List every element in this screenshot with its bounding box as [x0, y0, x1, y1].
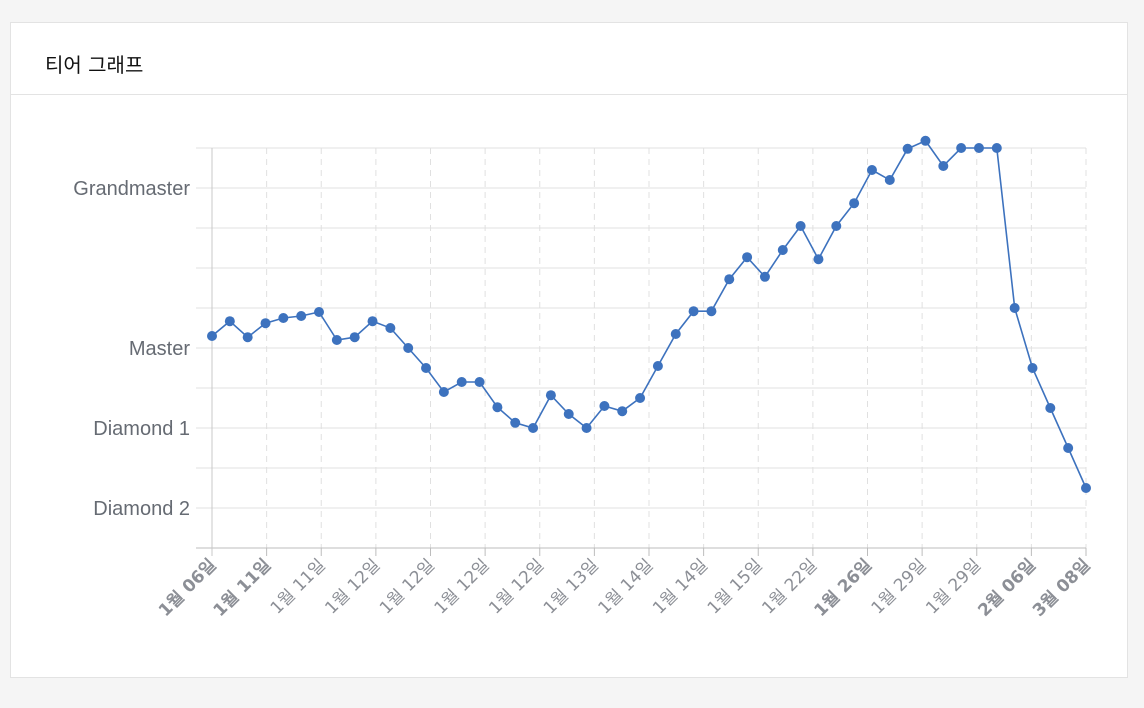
tier-graph-card: 티어 그래프 — [10, 22, 1128, 678]
x-tick-label: 1월 11일 — [267, 555, 330, 618]
x-tick-label: 1월 12일 — [431, 555, 494, 618]
data-point[interactable] — [1027, 363, 1038, 373]
data-point[interactable] — [474, 377, 485, 387]
data-point[interactable] — [956, 143, 967, 153]
data-point[interactable] — [920, 135, 931, 146]
data-point[interactable] — [849, 198, 860, 209]
data-point[interactable] — [296, 311, 307, 321]
y-tick-label: Grandmaster — [73, 178, 190, 200]
y-tick-label: Diamond 1 — [93, 418, 190, 440]
x-tick-label: 2월 06일 — [974, 555, 1040, 621]
data-point[interactable] — [724, 274, 735, 285]
data-point[interactable] — [581, 423, 592, 433]
x-tick-label: 1월 13일 — [540, 555, 603, 618]
y-tick-label: Diamond 2 — [93, 498, 190, 520]
card-header: 티어 그래프 — [11, 23, 1127, 95]
data-point[interactable] — [706, 306, 717, 317]
data-point[interactable] — [242, 332, 253, 343]
data-point[interactable] — [599, 401, 610, 411]
data-point[interactable] — [1063, 443, 1074, 453]
card-title: 티어 그래프 — [45, 53, 144, 77]
x-tick-label: 1월 12일 — [321, 555, 384, 618]
data-point[interactable] — [902, 143, 913, 154]
data-point[interactable] — [688, 306, 699, 317]
data-point[interactable] — [866, 165, 877, 175]
data-point[interactable] — [385, 323, 396, 333]
data-point[interactable] — [314, 307, 325, 317]
data-point[interactable] — [367, 316, 378, 327]
y-tick-label: Master — [129, 338, 190, 360]
data-point[interactable] — [456, 377, 467, 387]
x-tick-label: 3월 08일 — [1029, 555, 1095, 621]
data-point[interactable] — [207, 331, 217, 341]
x-tick-label: 1월 26일 — [810, 555, 876, 621]
data-point[interactable] — [1045, 403, 1056, 413]
data-point[interactable] — [617, 406, 628, 417]
x-tick-label: 1월 12일 — [376, 555, 439, 618]
data-point[interactable] — [278, 313, 289, 323]
data-point[interactable] — [670, 329, 681, 339]
data-point[interactable] — [973, 143, 984, 153]
x-tick-label: 1월 29일 — [868, 555, 931, 618]
data-point[interactable] — [884, 175, 895, 185]
data-point[interactable] — [510, 417, 521, 428]
data-point[interactable] — [759, 271, 770, 282]
data-point[interactable] — [224, 316, 235, 327]
data-point[interactable] — [331, 335, 342, 345]
x-tick-label: 1월 14일 — [649, 555, 712, 618]
data-point[interactable] — [403, 343, 414, 353]
x-tick-label: 1월 11일 — [210, 555, 276, 621]
data-point[interactable] — [492, 402, 503, 413]
data-point[interactable] — [991, 143, 1002, 153]
data-point[interactable] — [777, 245, 788, 255]
data-point[interactable] — [635, 393, 646, 403]
data-point[interactable] — [813, 254, 824, 265]
data-point[interactable] — [421, 363, 432, 373]
data-point[interactable] — [349, 332, 360, 343]
data-point[interactable] — [438, 387, 449, 397]
data-point[interactable] — [938, 161, 949, 171]
x-tick-label: 1월 14일 — [595, 555, 658, 618]
x-tick-label: 1월 12일 — [485, 555, 548, 618]
data-point[interactable] — [831, 221, 842, 231]
x-tick-label: 1월 15일 — [704, 555, 767, 618]
x-tick-label: 1월 06일 — [155, 555, 221, 621]
data-point[interactable] — [563, 409, 574, 419]
data-point[interactable] — [545, 390, 556, 401]
data-point[interactable] — [260, 318, 271, 329]
data-point[interactable] — [528, 423, 539, 433]
data-point[interactable] — [1081, 483, 1091, 493]
data-point[interactable] — [742, 252, 753, 263]
data-point[interactable] — [1009, 303, 1020, 313]
data-point[interactable] — [652, 361, 663, 371]
data-point[interactable] — [795, 221, 806, 231]
